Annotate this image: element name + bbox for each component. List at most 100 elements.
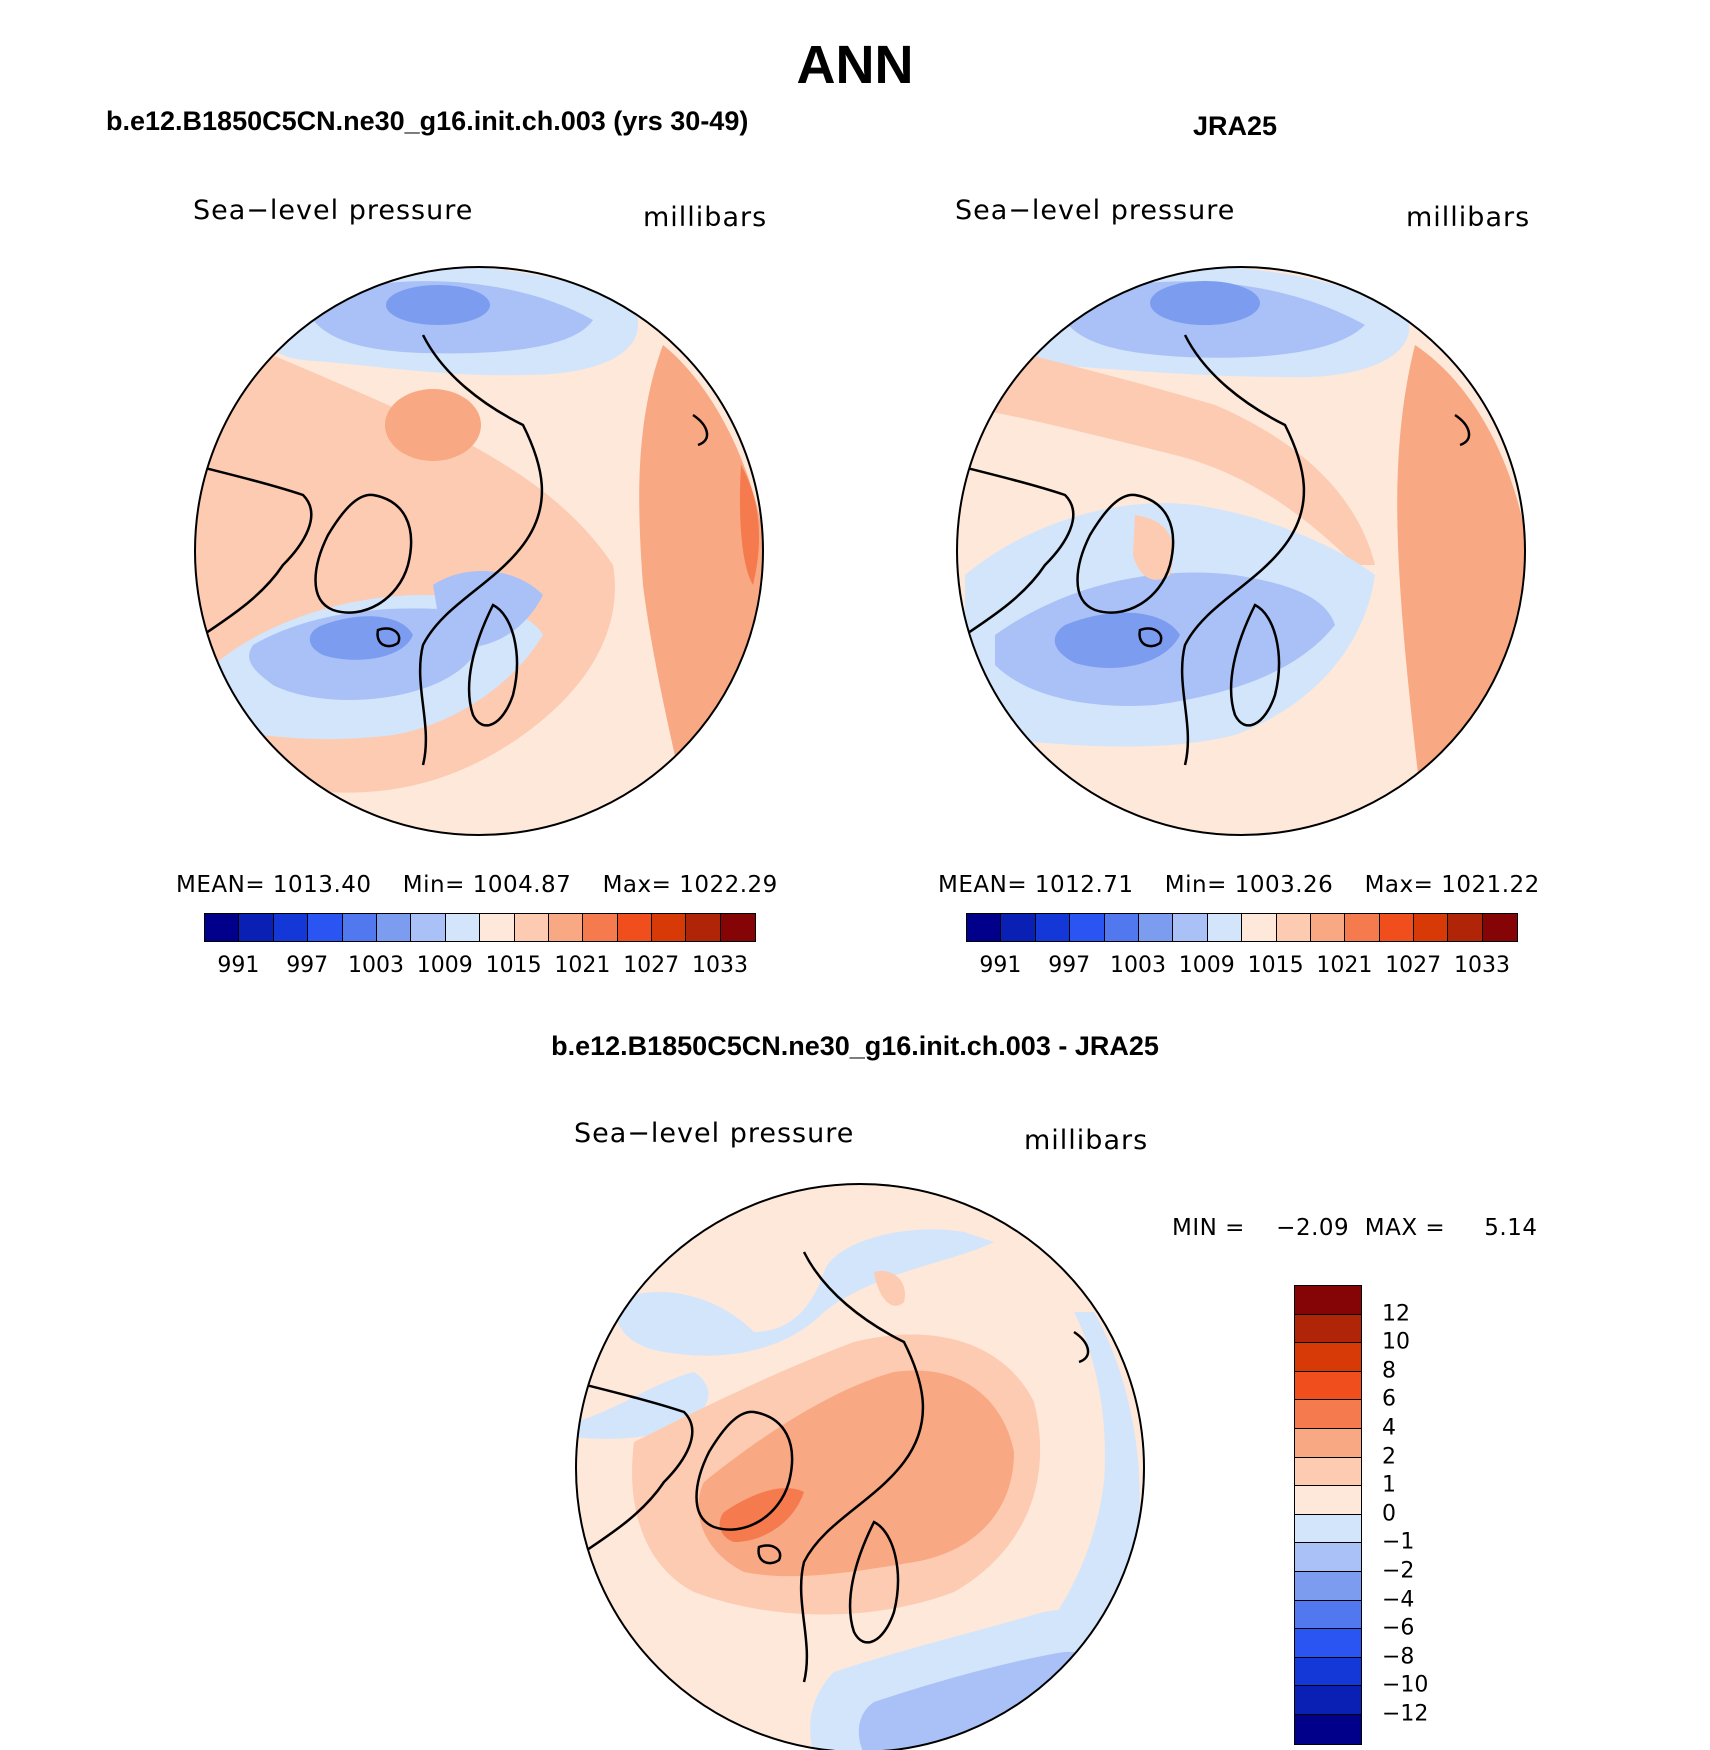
obs-map-border bbox=[956, 266, 1526, 836]
model-variable-label: Sea−level pressure bbox=[193, 195, 474, 226]
diff-stats: MIN = −2.09 MAX = 5.14 bbox=[1172, 1215, 1537, 1241]
diff-max-value: 5.14 bbox=[1484, 1215, 1538, 1241]
obs-mean-label: MEAN= bbox=[938, 872, 1028, 898]
model-units-label: millibars bbox=[643, 202, 768, 233]
obs-greenland-high bbox=[1133, 515, 1174, 580]
obs-greenland bbox=[1076, 493, 1175, 614]
diff-east-negative-band bbox=[1004, 1312, 1140, 1702]
model-panel-title: b.e12.B1850C5CN.ne30_g16.init.ch.003 (yr… bbox=[106, 106, 749, 136]
colorbar-swatch bbox=[1295, 1714, 1361, 1744]
obs-panel-title: JRA25 bbox=[1193, 111, 1278, 141]
obs-iceland bbox=[1138, 627, 1163, 648]
colorbar-swatch bbox=[1001, 914, 1036, 941]
colorbar-tick-label: 0 bbox=[1382, 1501, 1396, 1527]
model-atlantic-low-eastern-lobe bbox=[433, 571, 543, 648]
colorbar-tick-label: 1027 bbox=[623, 953, 680, 978]
colorbar-swatch bbox=[308, 914, 343, 941]
colorbar-tick-label: 10 bbox=[1382, 1329, 1410, 1355]
colorbar-swatch bbox=[239, 914, 274, 941]
model-colorbar-ticks: 991 997 1003 1009 1015 1021 1027 1033 bbox=[204, 953, 756, 979]
diff-eurasia-coast bbox=[799, 1251, 925, 1683]
colorbar-swatch bbox=[1070, 914, 1105, 941]
colorbar-swatch bbox=[273, 914, 309, 941]
diff-polar-map bbox=[575, 1183, 1145, 1750]
obs-kamchatka bbox=[1454, 413, 1471, 447]
obs-eurasian-high-band bbox=[957, 335, 1375, 565]
colorbar-swatch bbox=[1345, 914, 1380, 941]
colorbar-tick-label: 1009 bbox=[1178, 953, 1235, 978]
colorbar-swatch bbox=[583, 914, 618, 941]
colorbar-swatch bbox=[1295, 1600, 1361, 1630]
colorbar-tick-label: 1015 bbox=[1247, 953, 1304, 978]
obs-mean-value: 1012.71 bbox=[1034, 872, 1134, 898]
colorbar-swatch bbox=[1276, 914, 1311, 941]
colorbar-tick-label: 2 bbox=[1382, 1444, 1396, 1470]
obs-aleutian-low-core bbox=[1150, 281, 1260, 325]
model-greenland bbox=[314, 493, 413, 614]
colorbar-tick-label: 991 bbox=[217, 953, 260, 978]
colorbar-swatch bbox=[1104, 914, 1139, 941]
colorbar-swatch bbox=[1295, 1571, 1361, 1601]
model-min-value: 1004.87 bbox=[472, 872, 572, 898]
colorbar-swatch bbox=[1295, 1686, 1361, 1715]
colorbar-swatch bbox=[1295, 1457, 1361, 1487]
diff-units-label: millibars bbox=[1024, 1125, 1149, 1156]
colorbar-tick-label: 1003 bbox=[348, 953, 404, 978]
model-polar-map bbox=[194, 266, 764, 836]
colorbar-tick-label: 1033 bbox=[1454, 953, 1510, 978]
model-max-label: Max= bbox=[602, 872, 672, 898]
diff-pacific-negative-band bbox=[614, 1229, 994, 1356]
diff-scandinavia bbox=[848, 1520, 900, 1644]
colorbar-swatch bbox=[548, 914, 584, 941]
colorbar-swatch bbox=[1035, 914, 1071, 941]
diff-map-border bbox=[575, 1183, 1145, 1750]
colorbar-tick-label: 1 bbox=[1382, 1472, 1396, 1498]
model-north-america-coast bbox=[195, 463, 313, 637]
colorbar-swatch bbox=[1482, 914, 1518, 941]
colorbar-tick-label: 1003 bbox=[1110, 953, 1166, 978]
colorbar-tick-label: 6 bbox=[1382, 1386, 1396, 1412]
colorbar-swatch bbox=[1310, 914, 1346, 941]
colorbar-swatch bbox=[1295, 1428, 1361, 1458]
diff-min-label: MIN = bbox=[1172, 1215, 1245, 1241]
colorbar-tick-label: 997 bbox=[1048, 953, 1091, 978]
model-iceland bbox=[376, 627, 401, 648]
model-mean-value: 1013.40 bbox=[272, 872, 372, 898]
obs-min-value: 1003.26 bbox=[1234, 872, 1334, 898]
colorbar-swatch bbox=[652, 914, 687, 941]
model-map-border bbox=[194, 266, 764, 836]
model-aleutian-low-core bbox=[386, 285, 490, 325]
model-min-label: Min= bbox=[402, 872, 465, 898]
colorbar-swatch bbox=[617, 914, 653, 941]
obs-colorbar-ticks: 991 997 1003 1009 1015 1021 1027 1033 bbox=[966, 953, 1518, 979]
diff-variable-label: Sea−level pressure bbox=[574, 1118, 855, 1149]
colorbar-swatch bbox=[1138, 914, 1174, 941]
colorbar-swatch bbox=[480, 914, 515, 941]
model-mean-label: MEAN= bbox=[176, 872, 266, 898]
colorbar-tick-label: 1009 bbox=[416, 953, 473, 978]
colorbar-swatch bbox=[1295, 1629, 1361, 1658]
obs-colorbar bbox=[966, 913, 1519, 942]
colorbar-tick-label: 991 bbox=[979, 953, 1022, 978]
colorbar-swatch bbox=[1414, 914, 1449, 941]
model-siberian-high-core bbox=[739, 465, 760, 585]
obs-max-value: 1021.22 bbox=[1441, 872, 1540, 898]
model-arctic-high bbox=[385, 389, 481, 461]
colorbar-swatch bbox=[1207, 914, 1243, 941]
colorbar-swatch bbox=[1295, 1343, 1361, 1372]
obs-stats: MEAN= 1012.71 Min= 1003.26 Max= 1021.22 bbox=[938, 872, 1540, 898]
colorbar-swatch bbox=[514, 914, 549, 941]
obs-variable-label: Sea−level pressure bbox=[955, 195, 1236, 226]
colorbar-swatch bbox=[376, 914, 412, 941]
obs-eurasia-coast bbox=[1180, 334, 1306, 766]
colorbar-tick-label: 4 bbox=[1382, 1415, 1396, 1441]
colorbar-tick-label: 1021 bbox=[1316, 953, 1373, 978]
colorbar-swatch bbox=[1295, 1486, 1361, 1515]
colorbar-tick-label: 1033 bbox=[692, 953, 748, 978]
colorbar-tick-label: −6 bbox=[1382, 1615, 1415, 1641]
colorbar-tick-label: 12 bbox=[1382, 1301, 1410, 1327]
colorbar-swatch bbox=[1295, 1543, 1361, 1572]
colorbar-swatch bbox=[720, 914, 756, 941]
colorbar-swatch bbox=[1295, 1371, 1361, 1401]
diff-greenland bbox=[695, 1410, 794, 1531]
